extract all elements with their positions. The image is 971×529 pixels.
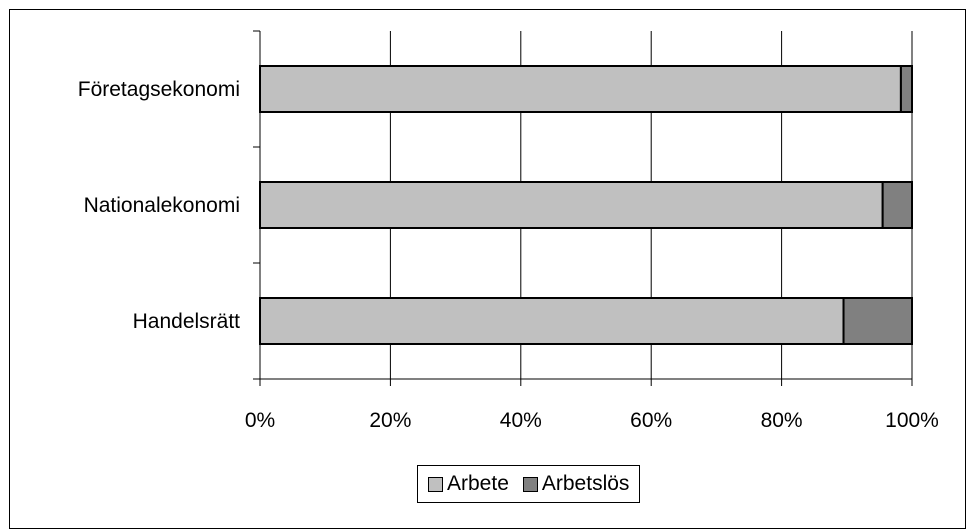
category-label: Handelsrätt (133, 310, 241, 333)
legend-item-arbete: Arbete (428, 472, 509, 496)
legend-label-arbetslos: Arbetslös (541, 472, 630, 495)
bar-segment (842, 297, 913, 345)
legend-swatch-arbete (428, 476, 443, 492)
x-tick-label: 0% (245, 409, 275, 432)
bar-chart: 0% 20% 40% 60% 80% 100% Företagsekonomi Nationa… (78, 30, 939, 432)
x-tick-label: 100% (885, 409, 939, 432)
legend-swatch-arbetslos (522, 476, 538, 492)
category-label: Nationalekonomi (84, 194, 240, 217)
x-tick-label: 60% (630, 409, 672, 432)
x-tick-label: 20% (369, 409, 411, 432)
x-tick-label: 80% (761, 409, 803, 432)
bar-segment (899, 65, 914, 113)
x-tick-label: 40% (500, 409, 542, 432)
legend-item-arbetslos: Arbetslös (522, 472, 630, 496)
category-label: Företagsekonomi (78, 78, 240, 101)
bar-segment (259, 297, 845, 345)
legend-label-arbete: Arbete (447, 472, 509, 495)
bar-segment (881, 181, 913, 229)
legend: Arbete Arbetslös (417, 465, 641, 503)
bar-segment (259, 65, 902, 113)
bar-segment (259, 181, 884, 229)
